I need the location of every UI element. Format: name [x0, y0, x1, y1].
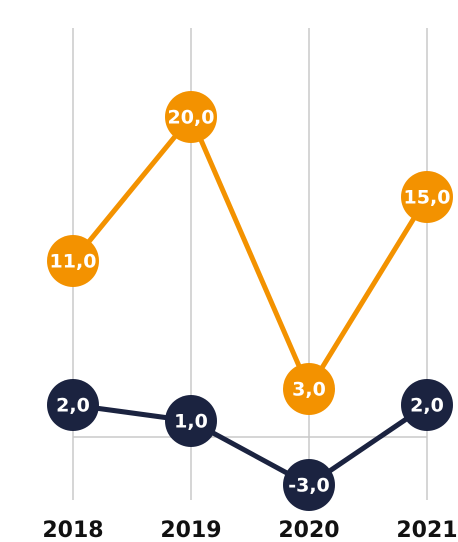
point: [401, 171, 453, 223]
point: [165, 91, 217, 143]
data-label: 11,0: [50, 251, 97, 273]
x-tick-label: 2018: [42, 518, 103, 542]
data-label: -3,0: [288, 475, 330, 497]
point: [283, 363, 335, 415]
point: [283, 459, 335, 511]
data-label: 2,0: [56, 395, 90, 417]
x-tick-label: 2019: [160, 518, 221, 542]
point: [401, 379, 453, 431]
x-tick-label: 2020: [278, 518, 339, 542]
data-label: 15,0: [404, 187, 451, 209]
data-label: 2,0: [410, 395, 444, 417]
point: [165, 395, 217, 447]
point: [47, 379, 99, 431]
series-line: [71, 114, 430, 392]
point: [47, 235, 99, 287]
series-line: [72, 402, 429, 488]
x-tick-label: 2021: [396, 518, 457, 542]
data-label: 3,0: [292, 379, 326, 401]
data-label: 20,0: [168, 107, 215, 129]
data-label: 1,0: [174, 411, 208, 433]
